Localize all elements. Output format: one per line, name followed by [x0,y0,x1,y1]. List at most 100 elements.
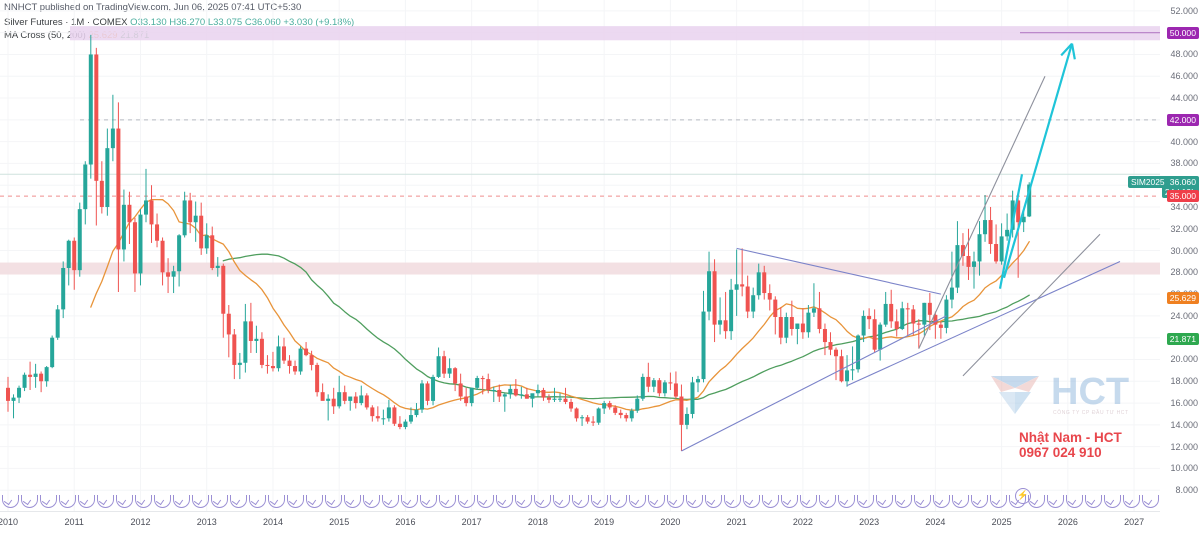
time-axis-marker-icon [40,495,57,508]
time-axis-marker-icon [648,495,665,508]
time-tick-2015: 2015 [329,517,350,527]
time-axis[interactable]: 2010 2011 2012 2013 2014 2015 2016 2017 2018 2019… [0,512,1200,534]
time-axis-marker-icon [97,495,114,508]
time-tick-2010: 2010 [0,517,19,527]
time-axis-marker-icon [553,495,570,508]
time-axis-marker-icon [249,495,266,508]
watermark-line-1: Nhật Nam - HCT [1019,430,1122,445]
time-axis-marker-icon [515,495,532,508]
time-tick-2013: 2013 [196,517,217,527]
attribution-text: NNHCT published on TradingView.com, Jun … [4,2,302,13]
price-tick-38-000: 38.000 [1170,158,1198,169]
time-axis-marker-icon [363,495,380,508]
svg-text:HCT: HCT [1051,371,1129,413]
time-axis-marker-icon [192,495,209,508]
time-axis-marker-icon [268,495,285,508]
legend-ohlc-row: Silver Futures · 1M · COMEX O33.130 H36.… [4,17,354,30]
time-tick-2012: 2012 [130,517,151,527]
time-tick-2022: 2022 [792,517,813,527]
time-axis-marker-icon [1066,495,1083,508]
legend-change-percent: (+9.18%) [315,17,355,28]
time-axis-glyph-row: ⚡ [0,487,1160,509]
time-axis-marker-icon [2,495,19,508]
time-axis-marker-icon [800,495,817,508]
price-tick-28-000: 28.000 [1170,267,1198,278]
hct-watermark: HCT CÔNG TY CP ĐẦU TƯ HCT [985,362,1160,424]
time-axis-marker-icon [667,495,684,508]
legend-close-label: C [244,17,252,28]
legend-low-value: 33.075 [213,17,243,28]
zones-group [0,26,1160,275]
price-tick-12-000: 12.000 [1170,441,1198,452]
time-axis-marker-icon [477,495,494,508]
time-axis-marker-icon [230,495,247,508]
chart-plot-area[interactable] [0,0,1160,512]
time-axis-marker-icon [914,495,931,508]
time-axis-marker-icon [420,495,437,508]
price-badge-ma-fast[interactable]: 25.629 [1166,292,1199,305]
legend-open-label: O [130,17,138,28]
time-axis-marker-icon [59,495,76,508]
time-axis-marker-icon [762,495,779,508]
price-tick-44-000: 44.000 [1170,93,1198,104]
price-badge-target[interactable]: 42.000 [1166,113,1199,126]
lightning-bolt-icon[interactable]: ⚡ [1015,488,1031,504]
price-tick-30-000: 30.000 [1170,245,1198,256]
time-axis-divider [0,511,1160,512]
time-axis-marker-icon [857,495,874,508]
time-axis-marker-icon [610,495,627,508]
time-axis-marker-icon [591,495,608,508]
time-axis-marker-icon [1047,495,1064,508]
moving-average-group [90,198,1030,411]
legend-indicator-name[interactable]: MA Cross (50, 200) [4,29,86,41]
time-axis-marker-icon [952,495,969,508]
price-badge-stop[interactable]: 35.000 [1166,190,1199,203]
time-tick-2027: 2027 [1124,517,1145,527]
time-axis-marker-icon [686,495,703,508]
price-tick-20-000: 20.000 [1170,354,1198,365]
symbol-tag-badge[interactable]: SIM2025 [1128,175,1168,188]
time-axis-marker-icon [1085,495,1102,508]
price-tick-32-000: 32.000 [1170,223,1198,234]
price-tick-46-000: 46.000 [1170,71,1198,82]
hct-logo-icon: HCT CÔNG TY CP ĐẦU TƯ HCT [991,371,1129,416]
chart-canvas [0,0,1160,512]
time-tick-2021: 2021 [726,517,747,527]
time-axis-marker-icon [116,495,133,508]
price-badge-ma-slow[interactable]: 21.871 [1166,333,1199,346]
time-axis-marker-icon [211,495,228,508]
time-axis-marker-icon [1104,495,1121,508]
watermark-line-2: 0967 024 910 [1019,445,1102,460]
legend-symbol[interactable]: Silver Futures · 1M · COMEX [4,17,128,28]
time-axis-marker-icon [876,495,893,508]
time-tick-2011: 2011 [64,517,84,527]
time-axis-marker-icon [325,495,342,508]
time-tick-2023: 2023 [859,517,880,527]
price-tick-40-000: 40.000 [1170,136,1198,147]
price-tick-24-000: 24.000 [1170,310,1198,321]
time-tick-2025: 2025 [991,517,1012,527]
time-axis-marker-icon [401,495,418,508]
time-axis-marker-icon [173,495,190,508]
price-tick-34-000: 34.000 [1170,201,1198,212]
legend-high-value: 36.270 [176,17,206,28]
time-axis-marker-icon [135,495,152,508]
time-tick-2016: 2016 [395,517,416,527]
time-tick-2026: 2026 [1057,517,1078,527]
time-tick-2024: 2024 [925,517,946,527]
price-tick-8-000: 8.000 [1175,485,1198,496]
time-axis-marker-icon [933,495,950,508]
time-axis-marker-icon [724,495,741,508]
price-axis[interactable]: 52.000 50.000 48.000 46.000 44.000 42.000 40.0… [1160,0,1200,512]
time-axis-marker-icon [781,495,798,508]
price-badge-resistance[interactable]: 50.000 [1166,26,1199,39]
time-axis-marker-icon [344,495,361,508]
price-tick-52-000: 52.000 [1170,5,1198,16]
legend-low-label: L [207,17,214,28]
time-axis-marker-icon [895,495,912,508]
time-axis-marker-icon [78,495,95,508]
time-tick-2020: 2020 [660,517,681,527]
time-axis-marker-icon [382,495,399,508]
legend-open-value: 33.130 [137,17,167,28]
